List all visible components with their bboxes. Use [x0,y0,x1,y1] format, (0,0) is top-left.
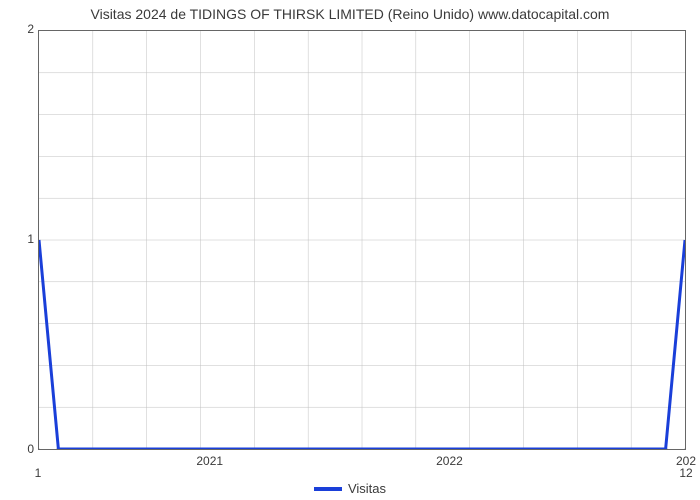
x-right-label: 12 [679,466,692,480]
x-major-label: 2021 [196,454,223,468]
y-tick-label: 2 [10,22,34,36]
legend-swatch [314,487,342,491]
x-major-label: 202 [676,454,696,468]
y-tick-label: 0 [10,442,34,456]
y-tick-label: 1 [10,232,34,246]
plot-area [38,30,686,450]
chart-container: Visitas 2024 de TIDINGS OF THIRSK LIMITE… [0,0,700,500]
legend: Visitas [0,481,700,496]
chart-title: Visitas 2024 de TIDINGS OF THIRSK LIMITE… [0,6,700,22]
x-major-label: 2022 [436,454,463,468]
plot-svg [39,31,685,449]
x-left-label: 1 [35,466,42,480]
legend-label: Visitas [348,481,386,496]
